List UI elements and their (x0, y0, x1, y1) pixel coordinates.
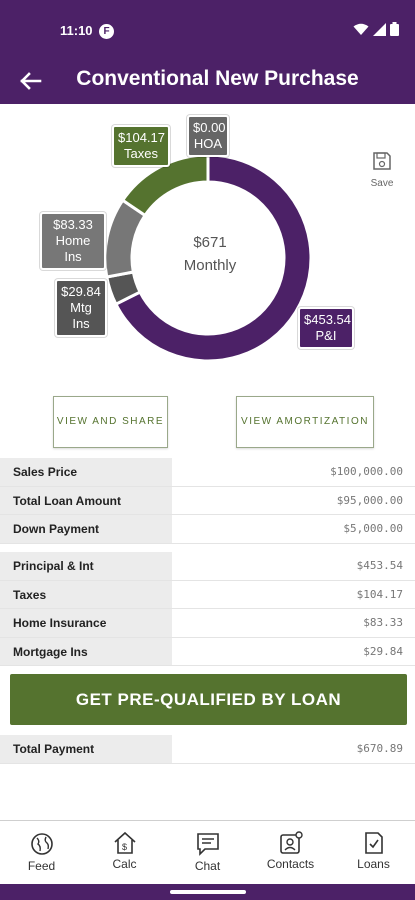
nav-label-contacts: Contacts (266, 857, 315, 871)
slice-value-taxes: $104.17 (118, 130, 165, 145)
app-bar: Conventional New Purchase (0, 58, 415, 104)
wifi-icon (353, 23, 369, 35)
table-row: Total Loan Amount $95,000.00 (0, 486, 415, 515)
slice-label-pi: $453.54 P&I (298, 307, 354, 349)
status-bar: 11:10 F (0, 0, 415, 58)
row-value: $453.54 (356, 559, 403, 572)
row-value: $29.84 (363, 644, 403, 658)
nav-item-feed[interactable]: Feed (0, 821, 83, 884)
house-calculator-icon: $ (113, 831, 136, 854)
bottom-navigation: Feed $ Calc Chat Contacts Loans (0, 820, 415, 884)
donut-slice-p-i (113, 153, 313, 363)
status-time: 11:10 (60, 23, 93, 38)
view-amortization-button[interactable]: VIEW AMORTIZATION (236, 396, 374, 448)
home-gesture-handle[interactable] (170, 890, 246, 894)
slice-name-taxes: Taxes (124, 146, 158, 161)
nav-label-chat: Chat (194, 859, 221, 873)
slice-value-home-ins: $83.33 (53, 217, 93, 232)
back-button[interactable] (16, 66, 46, 96)
slice-label-taxes: $104.17 Taxes (112, 125, 170, 167)
chat-bubble-icon (196, 833, 219, 856)
nav-item-loans[interactable]: Loans (332, 821, 415, 884)
row-label: Total Payment (0, 735, 172, 763)
table-row: Total Payment $670.89 (0, 735, 415, 764)
save-button[interactable]: Save (367, 151, 397, 189)
system-navigation-bar (0, 884, 415, 900)
battery-icon (390, 22, 399, 36)
donut-slice-taxes (120, 153, 210, 218)
slice-name-hoa: HOA (193, 136, 223, 151)
payment-breakdown-table: Principal & Int $453.54 Taxes $104.17 Ho… (0, 552, 415, 666)
row-value: $104.17 (356, 587, 403, 601)
table-row: Sales Price $100,000.00 (0, 458, 415, 487)
total-payment-table: Total Payment $670.89 (0, 735, 415, 764)
row-label: Total Loan Amount (0, 486, 172, 514)
row-label: Principal & Int (0, 552, 172, 580)
nav-item-contacts[interactable]: Contacts (249, 821, 332, 884)
table-row: Taxes $104.17 (0, 580, 415, 609)
row-value: $83.33 (363, 616, 403, 629)
row-label: Mortgage Ins (0, 637, 172, 665)
contacts-icon (279, 831, 303, 854)
slice-value-mtg-ins: $29.84 (61, 284, 101, 299)
slice-name-home-ins: Home Ins (55, 233, 91, 264)
donut-chart (103, 153, 313, 363)
row-value: $95,000.00 (336, 493, 403, 507)
payment-breakdown-chart: $671 Monthly $104.17 Taxes $0.00 HOA $83… (0, 104, 415, 374)
table-row: Down Payment $5,000.00 (0, 515, 415, 544)
nav-label-calc: Calc (112, 857, 137, 871)
document-check-icon (364, 832, 383, 854)
nav-label-feed: Feed (27, 859, 56, 873)
get-pre-qualified-button[interactable]: GET PRE-QUALIFIED BY LOAN (10, 674, 407, 725)
monthly-total-amount: $671 (193, 234, 227, 251)
nav-item-chat[interactable]: Chat (166, 821, 249, 884)
table-row: Principal & Int $453.54 (0, 552, 415, 581)
loan-summary-table: Sales Price $100,000.00 Total Loan Amoun… (0, 458, 415, 544)
globe-icon (30, 833, 53, 855)
signal-icon (373, 22, 386, 36)
svg-text:$: $ (122, 842, 127, 852)
arrow-left-icon (20, 72, 42, 90)
floppy-disk-icon (373, 152, 391, 170)
row-label: Down Payment (0, 515, 172, 543)
row-label: Home Insurance (0, 609, 172, 637)
table-row: Home Insurance $83.33 (0, 609, 415, 638)
slice-label-hoa: $0.00 HOA (187, 115, 229, 157)
status-indicators (353, 22, 399, 36)
row-value: $100,000.00 (330, 465, 403, 478)
slice-label-mtg-ins: $29.84 Mtg Ins (55, 279, 107, 337)
slice-label-home-ins: $83.33 Home Ins (40, 212, 106, 270)
slice-name-pi: P&I (315, 328, 337, 343)
slice-name-mtg-ins: Mtg Ins (70, 300, 92, 331)
slice-value-hoa: $0.00 (193, 120, 226, 135)
slice-value-pi: $453.54 (304, 312, 351, 327)
view-and-share-button[interactable]: VIEW AND SHARE (53, 396, 168, 448)
row-value: $670.89 (356, 742, 403, 755)
table-row: Mortgage Ins $29.84 (0, 637, 415, 666)
monthly-total-label: Monthly (183, 257, 237, 274)
nav-item-calc[interactable]: $ Calc (83, 821, 166, 884)
app-notification-icon: F (99, 24, 114, 39)
nav-label-loans: Loans (357, 857, 390, 871)
save-label: Save (370, 178, 394, 189)
row-value: $5,000.00 (343, 522, 403, 535)
page-title: Conventional New Purchase (76, 67, 359, 90)
row-label: Taxes (0, 580, 172, 608)
row-label: Sales Price (0, 458, 172, 486)
